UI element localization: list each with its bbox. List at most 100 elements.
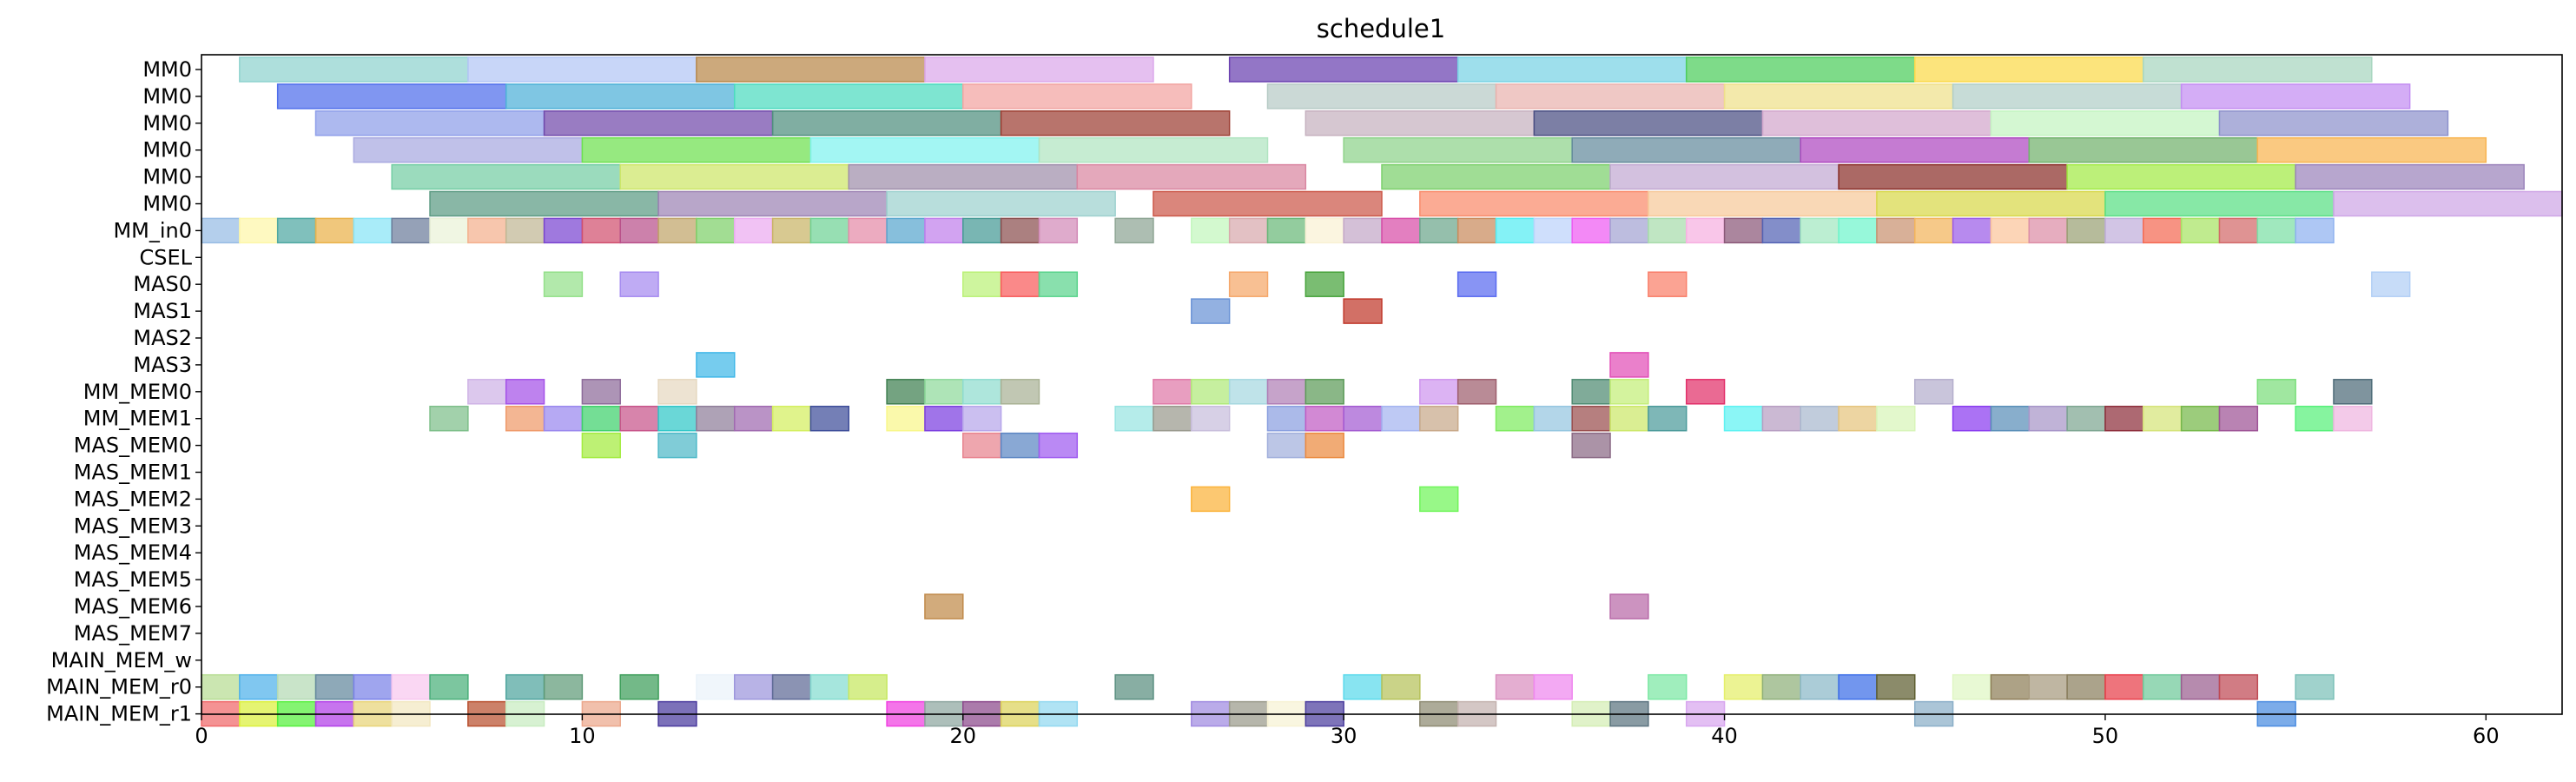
x-tick-label: 50 xyxy=(2092,724,2119,748)
task-bar xyxy=(239,673,279,700)
task-bar xyxy=(696,673,736,700)
task-bar xyxy=(1266,217,1307,244)
task-bar xyxy=(1381,405,1421,432)
task-bar xyxy=(848,673,888,700)
y-tick-label: MAS1 xyxy=(133,299,192,323)
x-tick-label: 0 xyxy=(195,724,208,748)
task-bar xyxy=(1838,405,1878,432)
task-bar xyxy=(619,217,659,244)
task-bar xyxy=(1876,405,1916,432)
task-bar xyxy=(1038,217,1079,244)
task-bar xyxy=(1456,217,1497,244)
task-bar xyxy=(581,217,621,244)
task-bar xyxy=(1761,405,1801,432)
task-bar xyxy=(771,405,812,432)
task-bar xyxy=(201,673,241,700)
task-bar xyxy=(886,379,926,405)
task-bar xyxy=(1456,56,1688,83)
task-bar xyxy=(771,217,812,244)
task-bar xyxy=(1571,432,1611,459)
task-bar xyxy=(1419,190,1649,217)
y-tick-label: MM_in0 xyxy=(113,218,192,242)
task-bars xyxy=(201,56,2563,727)
task-bar xyxy=(2256,379,2296,405)
task-bar xyxy=(1876,190,2106,217)
y-tick-label: MAS_MEM0 xyxy=(74,434,192,458)
task-bar xyxy=(1343,298,1383,324)
y-tick-label: MAS_MEM1 xyxy=(74,461,192,485)
task-bar xyxy=(1038,136,1269,163)
task-bar xyxy=(1305,271,1344,297)
y-tick-label: MAS_MEM3 xyxy=(74,514,192,538)
task-bar xyxy=(2256,136,2487,163)
y-axis: MM0MM0MM0MM0MM0MM0MM_in0CSELMAS0MAS1MAS2… xyxy=(46,57,201,726)
task-bar xyxy=(2218,673,2259,700)
task-bar xyxy=(1571,379,1611,405)
y-tick-label: MAS_MEM5 xyxy=(74,567,192,592)
task-bar xyxy=(2104,405,2144,432)
task-bar xyxy=(1609,379,1649,405)
task-bar xyxy=(962,271,1002,297)
task-bar xyxy=(886,217,926,244)
task-bar xyxy=(429,405,469,432)
task-bar xyxy=(962,432,1002,459)
task-bar xyxy=(1114,673,1154,700)
task-bar xyxy=(2333,379,2373,405)
task-bar xyxy=(1038,271,1079,297)
task-bar xyxy=(696,405,736,432)
y-tick-label: MM0 xyxy=(142,111,192,136)
task-bar xyxy=(809,217,850,244)
task-bar xyxy=(1609,352,1649,378)
task-bar xyxy=(1913,56,2144,83)
task-bar xyxy=(1038,432,1079,459)
task-bar xyxy=(1000,271,1040,297)
y-tick-label: MAIN_MEM_r0 xyxy=(46,675,192,699)
task-bar xyxy=(1648,190,1878,217)
task-bar xyxy=(657,379,697,405)
x-tick-label: 60 xyxy=(2473,724,2500,748)
task-bar xyxy=(1228,217,1269,244)
task-bar xyxy=(2218,405,2259,432)
task-bar xyxy=(1648,217,1688,244)
task-bar xyxy=(1343,136,1573,163)
task-bar xyxy=(1456,379,1497,405)
y-tick-label: MAS0 xyxy=(133,272,192,296)
task-bar xyxy=(2104,673,2144,700)
task-bar xyxy=(543,217,584,244)
task-bar xyxy=(2066,163,2296,190)
task-bar xyxy=(962,83,1192,109)
y-tick-label: MAS_MEM4 xyxy=(74,540,192,565)
task-bar xyxy=(1723,673,1764,700)
task-bar xyxy=(1648,673,1688,700)
task-bar xyxy=(962,379,1002,405)
task-bar xyxy=(1685,56,1916,83)
task-bar xyxy=(848,217,888,244)
task-bar xyxy=(1266,83,1497,109)
y-tick-label: MAS_MEM6 xyxy=(74,594,192,619)
task-bar xyxy=(1838,217,1878,244)
task-bar xyxy=(924,405,964,432)
task-bar xyxy=(2180,405,2221,432)
task-bar xyxy=(239,217,279,244)
task-bar xyxy=(1952,673,1992,700)
y-tick-label: MAS_MEM2 xyxy=(74,487,192,511)
task-bar xyxy=(2295,163,2525,190)
y-tick-label: CSEL xyxy=(139,245,192,269)
task-bar xyxy=(1800,405,1840,432)
task-bar xyxy=(314,217,355,244)
task-bar xyxy=(1305,110,1536,136)
task-bar xyxy=(429,673,469,700)
y-tick-label: MAS2 xyxy=(133,326,192,350)
task-bar xyxy=(657,405,697,432)
task-bar xyxy=(1305,217,1344,244)
task-bar xyxy=(1495,217,1536,244)
task-bar xyxy=(1495,405,1536,432)
task-bar xyxy=(1266,379,1307,405)
task-bar xyxy=(276,673,317,700)
task-bar xyxy=(1153,379,1192,405)
task-bar xyxy=(1456,271,1497,297)
task-bar xyxy=(391,163,621,190)
task-bar xyxy=(1609,217,1649,244)
task-bar xyxy=(1191,486,1231,513)
task-bar xyxy=(886,190,1116,217)
